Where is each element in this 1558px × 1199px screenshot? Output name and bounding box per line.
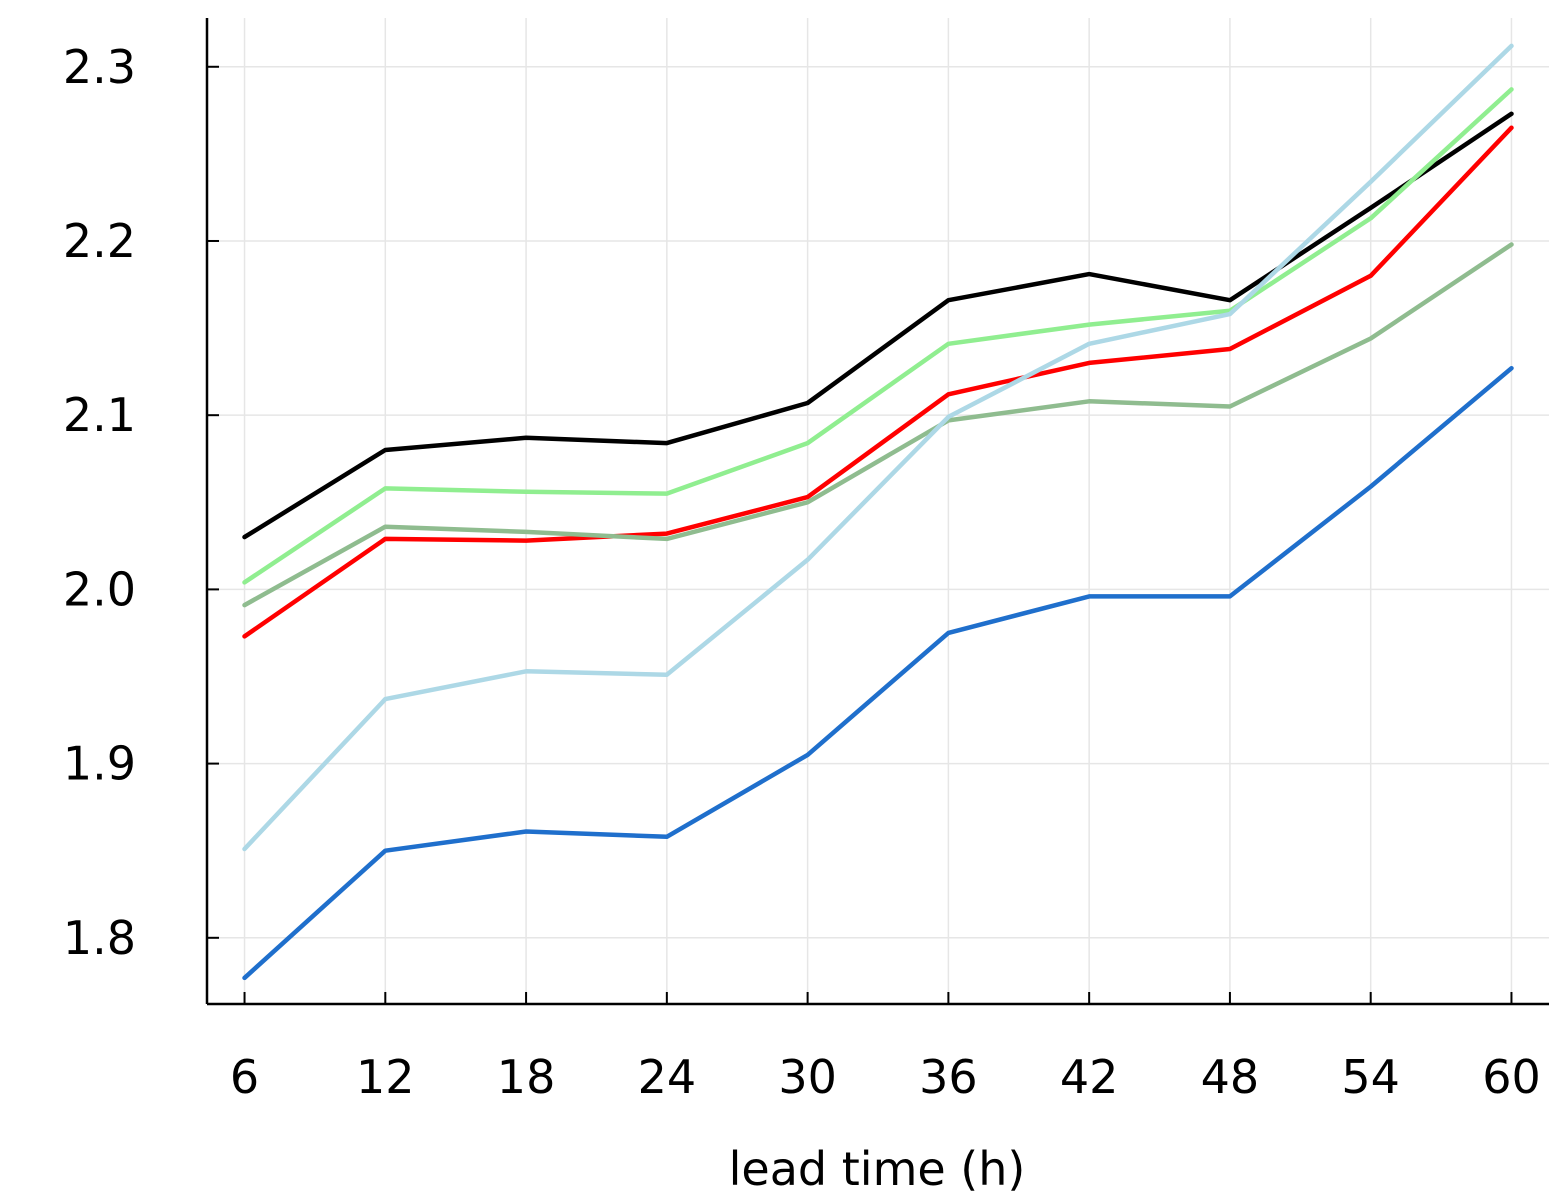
series-line-1 xyxy=(242,111,1514,540)
x-tick-label: 18 xyxy=(497,1050,556,1104)
series-lines xyxy=(242,43,1514,981)
x-tick-label: 54 xyxy=(1341,1050,1400,1104)
x-tick-label: 36 xyxy=(919,1050,978,1104)
tick-labels: 6 12 18 24 30 36 42 48 54 60 1.8 1.9 2.0 2.1 2.2 2.3 xyxy=(63,40,1541,1104)
y-tick-label: 2.1 xyxy=(63,388,136,442)
y-tick-label: 2.3 xyxy=(63,40,136,94)
series-line-5 xyxy=(242,43,1514,852)
grid xyxy=(207,18,1549,1004)
x-tick-label: 42 xyxy=(1060,1050,1119,1104)
x-tick-label: 30 xyxy=(778,1050,837,1104)
x-tick-label: 48 xyxy=(1201,1050,1260,1104)
x-tick-label: 6 xyxy=(230,1050,259,1104)
axes xyxy=(205,18,1549,1006)
y-tick-label: 2.2 xyxy=(63,214,136,268)
y-tick-label: 1.9 xyxy=(63,737,136,791)
x-tick-label: 60 xyxy=(1482,1050,1541,1104)
series-line-3 xyxy=(242,125,1514,639)
y-tick-label: 1.8 xyxy=(63,911,136,965)
series-line-4 xyxy=(242,242,1514,608)
y-tick-label: 2.0 xyxy=(63,562,136,616)
x-axis-title: lead time (h) xyxy=(729,1142,1026,1196)
series-line-2 xyxy=(242,87,1514,585)
x-tick-label: 12 xyxy=(356,1050,415,1104)
series-line-6 xyxy=(242,365,1514,981)
x-tick-label: 24 xyxy=(638,1050,697,1104)
